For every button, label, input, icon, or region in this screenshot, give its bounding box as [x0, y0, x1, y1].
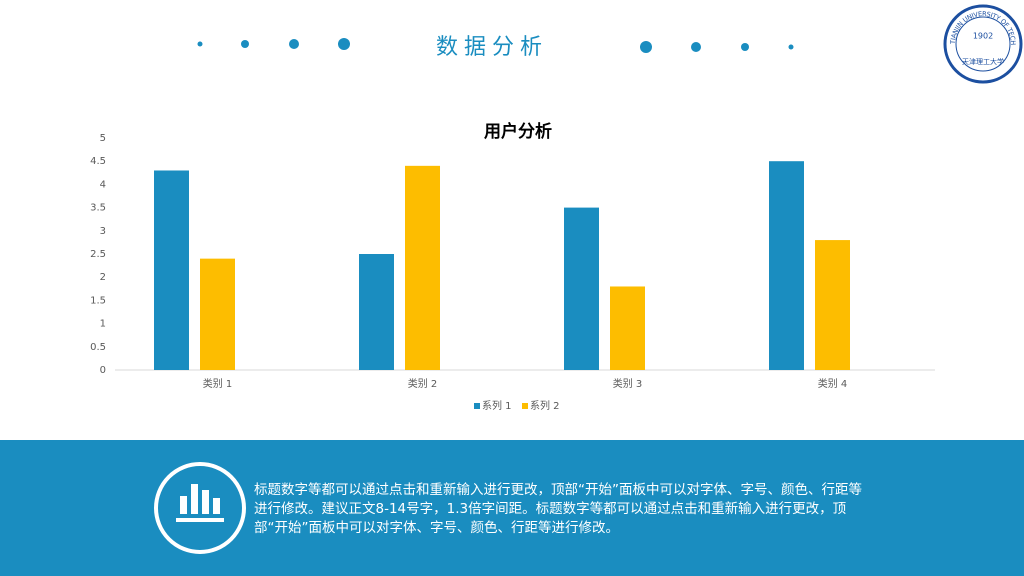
legend-swatch [522, 403, 528, 409]
footer-band [0, 440, 1024, 576]
bar [405, 165, 440, 370]
y-tick-label: 3.5 [90, 203, 106, 214]
footer-text: 标题数字等都可以通过点击和重新输入进行更改，顶部“开始”面板中可以对字体、字号、… [254, 482, 862, 536]
logo-year: 1902 [973, 32, 993, 41]
y-tick-label: 1.5 [90, 295, 106, 306]
y-tick-label: 5 [100, 133, 106, 144]
x-tick-label: 类别 1 [203, 377, 233, 390]
bar [564, 207, 599, 370]
dots [197, 38, 794, 53]
y-tick-label: 0 [100, 365, 106, 376]
bar [154, 170, 189, 370]
bar [815, 240, 850, 370]
bar [610, 286, 645, 370]
page-title: 数据分析 [436, 35, 548, 60]
bar [200, 258, 235, 370]
x-tick-label: 类别 4 [818, 377, 848, 390]
legend-label: 系列 1 [482, 399, 512, 412]
chart-title: 用户分析 [484, 121, 552, 142]
logo-name: 天津理工大学 [962, 57, 1004, 66]
x-tick-label: 类别 3 [613, 377, 643, 390]
y-tick-label: 3 [100, 226, 106, 237]
x-tick-label: 类别 2 [408, 377, 438, 390]
legend-swatch [474, 403, 480, 409]
y-tick-label: 2.5 [90, 249, 106, 260]
y-tick-label: 4.5 [90, 156, 106, 167]
y-tick-label: 4 [100, 179, 106, 190]
icon [154, 462, 246, 554]
bar [769, 161, 804, 370]
y-tick-label: 0.5 [90, 342, 106, 353]
y-tick-label: 1 [100, 319, 106, 330]
y-tick-label: 2 [100, 272, 106, 283]
bar [359, 254, 394, 370]
legend-label: 系列 2 [530, 399, 560, 412]
